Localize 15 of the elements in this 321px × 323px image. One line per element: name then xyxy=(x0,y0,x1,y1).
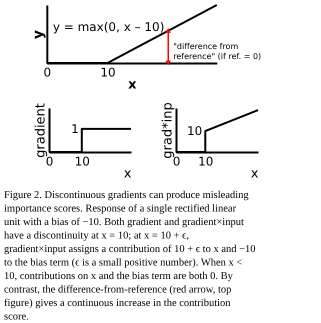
x-axis-title: x xyxy=(128,78,138,92)
annotation: "difference from reference" (if ref. = 0) xyxy=(173,42,262,61)
x-tick-label: 0 xyxy=(46,154,54,168)
data-label: 10 xyxy=(187,124,202,138)
x-axis-title: x xyxy=(250,166,259,182)
text: Figure 2. Discontinuous gradients can produce misleading importance scores. Response of a single rectified linear unit with a bias of −10. Both gradient and gradient×input have a discontinuity at x = 10; at x = 10 + ϵ, gradient×input assigns a contribution of 10 + ϵ to x and −10 to the bias term (ϵ is a small positive number). When x < 10, contributions on x and the bias term are both 0. By contrast, the difference-from-reference (red arrow, top figure) gives a continuous increase in the contribution score. xyxy=(4,190,256,322)
annotation: y = max(0, x – 10) xyxy=(52,20,164,34)
x-tick-label: 10 xyxy=(198,154,214,168)
data-label: 1 xyxy=(71,122,79,136)
x-tick-label: 0 xyxy=(43,66,52,80)
x-tick-label: 10 xyxy=(74,154,90,168)
y-axis-title: gradient xyxy=(34,103,48,158)
y-axis-title: grad*inp xyxy=(160,102,176,159)
y-axis-title: y xyxy=(30,30,46,40)
x-axis-title: x xyxy=(124,166,132,182)
